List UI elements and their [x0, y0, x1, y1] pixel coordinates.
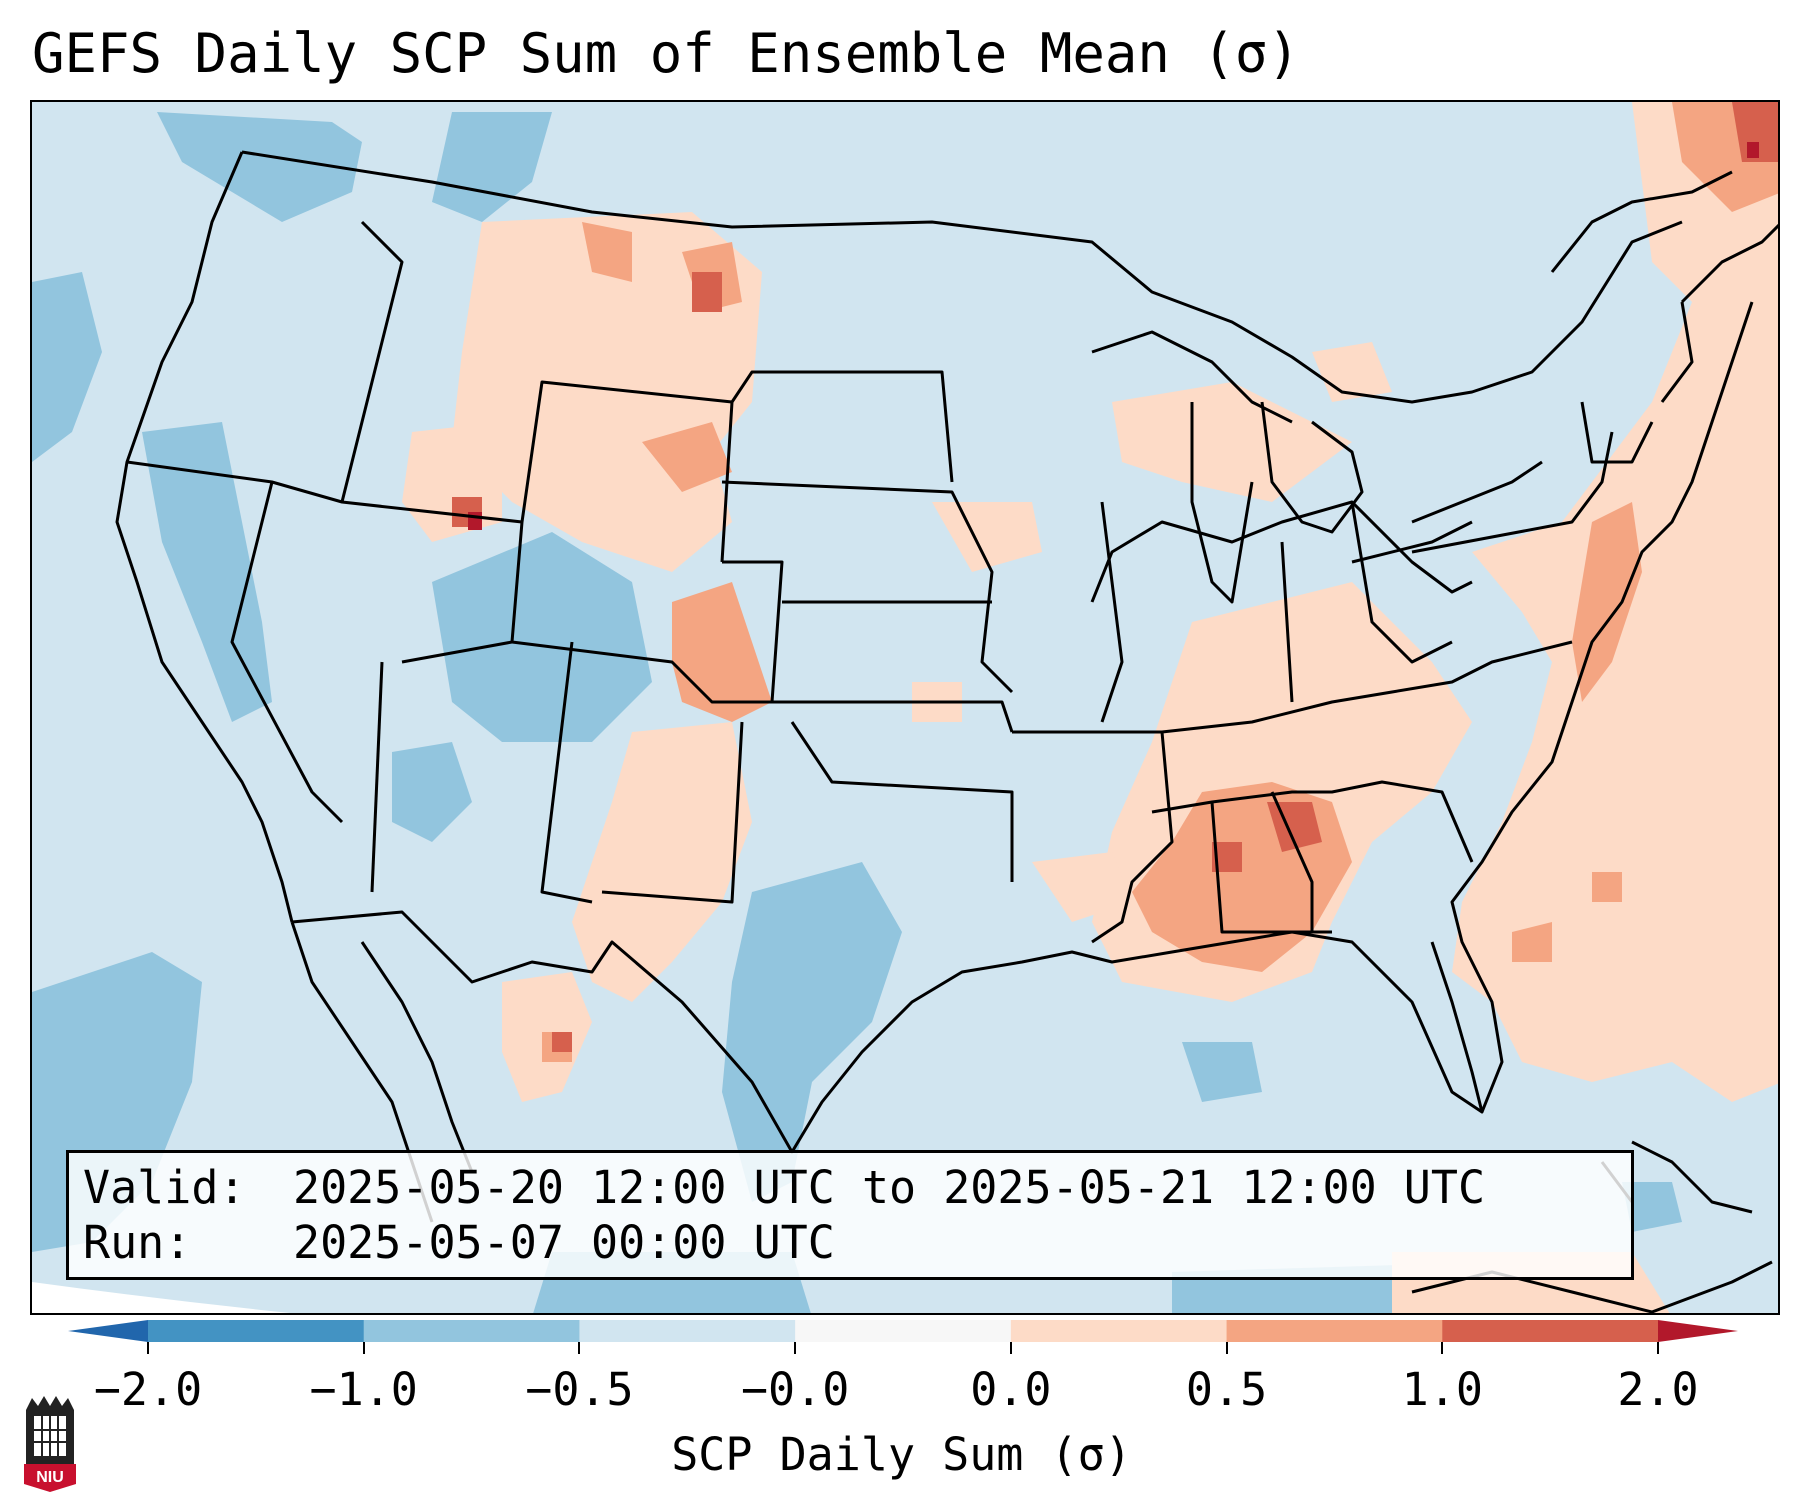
colorbar — [68, 1320, 1738, 1342]
colorbar-bin — [1442, 1320, 1659, 1342]
colorbar-bin — [1010, 1320, 1228, 1342]
colorbar-tick-label: 2.0 — [1617, 1363, 1699, 1416]
colorbar-bin — [363, 1320, 580, 1342]
colorbar-tick-label: −0.0 — [740, 1363, 850, 1416]
valid-row: Valid: 2025-05-20 12:00 UTC to 2025-05-2… — [83, 1160, 1617, 1215]
valid-value: 2025-05-20 12:00 UTC to 2025-05-21 12:00… — [293, 1161, 1486, 1214]
colorbar-tick-mark — [794, 1342, 797, 1354]
colorbar-tick-mark — [1225, 1342, 1228, 1354]
colorbar-tick-mark — [1441, 1342, 1444, 1354]
colorbar-label: SCP Daily Sum (σ) — [671, 1428, 1132, 1481]
colorbar-bin — [795, 1320, 1012, 1342]
colorbar-tick-label: −0.5 — [525, 1363, 634, 1416]
colorbar-tick-label: −2.0 — [93, 1363, 203, 1416]
colorbar-tick-mark — [362, 1342, 365, 1354]
colorbar-under-arrow — [68, 1320, 148, 1342]
colorbar-tick-label: −1.0 — [309, 1363, 418, 1416]
ocean-background — [32, 102, 1778, 1313]
valid-key: Valid: — [83, 1161, 246, 1214]
validity-info-box: Valid: 2025-05-20 12:00 UTC to 2025-05-2… — [66, 1150, 1634, 1280]
run-row: Run: 2025-05-07 00:00 UTC — [83, 1215, 1617, 1270]
map-panel — [30, 100, 1780, 1315]
colorbar-bin — [1226, 1320, 1443, 1342]
coastlines-and-borders — [115, 150, 1778, 1313]
colorbar-tick-mark — [1009, 1342, 1012, 1354]
colorbar-tick-mark — [578, 1342, 581, 1354]
run-value: 2025-05-07 00:00 UTC — [293, 1216, 835, 1269]
colorbar-tick-mark — [147, 1342, 149, 1354]
colorbar-bins — [148, 1320, 1659, 1342]
colorbar-tick-label: 0.0 — [970, 1363, 1052, 1416]
positive-anomaly-strong — [452, 102, 1778, 1052]
colorbar-over-arrow — [1658, 1320, 1738, 1342]
colorbar-tick-mark — [1657, 1342, 1659, 1354]
scp-map — [32, 102, 1778, 1313]
run-key: Run: — [83, 1216, 192, 1269]
svg-text:NIU: NIU — [36, 1469, 64, 1486]
colorbar-tick-label: 1.0 — [1401, 1363, 1483, 1416]
colorbar-tick-label: 0.5 — [1185, 1363, 1268, 1416]
map-title: GEFS Daily SCP Sum of Ensemble Mean (σ) — [32, 22, 1300, 85]
niu-logo: NIU — [24, 1396, 76, 1492]
colorbar-bin — [148, 1320, 365, 1342]
colorbar-bin — [579, 1320, 796, 1342]
